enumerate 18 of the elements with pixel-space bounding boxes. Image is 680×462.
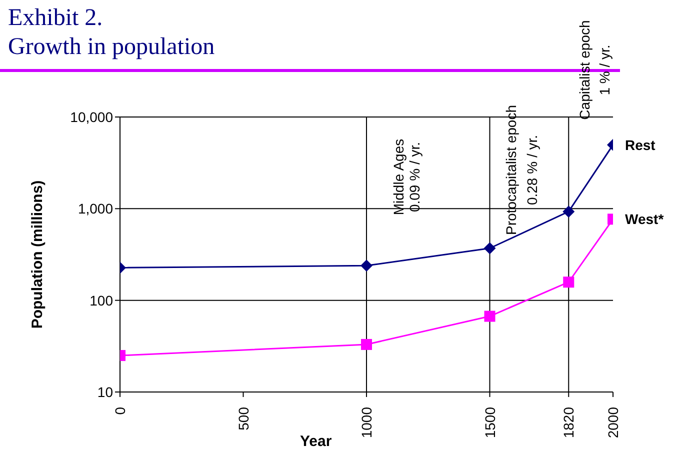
series-label: Rest xyxy=(625,136,656,153)
x-tick-label: 0 xyxy=(112,406,128,415)
x-tick-label: 1000 xyxy=(358,406,374,438)
x-tick-label: 500 xyxy=(235,406,252,430)
ref-line-label: Middle Ages 0.09 % / yr. xyxy=(390,138,422,216)
ref-line-label: Capitalist epoch 1 % / yr. xyxy=(576,20,613,120)
chart-title: Exhibit 2. Growth in population xyxy=(8,4,215,62)
y-axis-title: Population (millions) xyxy=(29,180,46,329)
y-tick-label: 10,000 xyxy=(70,108,114,125)
x-tick-label: 1500 xyxy=(482,406,498,438)
series-label: West* xyxy=(625,211,664,228)
x-axis-title: Year xyxy=(300,433,332,450)
y-tick-label: 1,000 xyxy=(78,200,114,217)
y-tick-label: 100 xyxy=(90,292,114,308)
x-tick-label: 1820 xyxy=(560,406,577,438)
ref-line-label: Protocapitalist epoch 0.28 % / yr. xyxy=(502,105,540,235)
y-tick-label: 10 xyxy=(97,384,114,400)
x-tick-label: 2000 xyxy=(605,406,621,438)
